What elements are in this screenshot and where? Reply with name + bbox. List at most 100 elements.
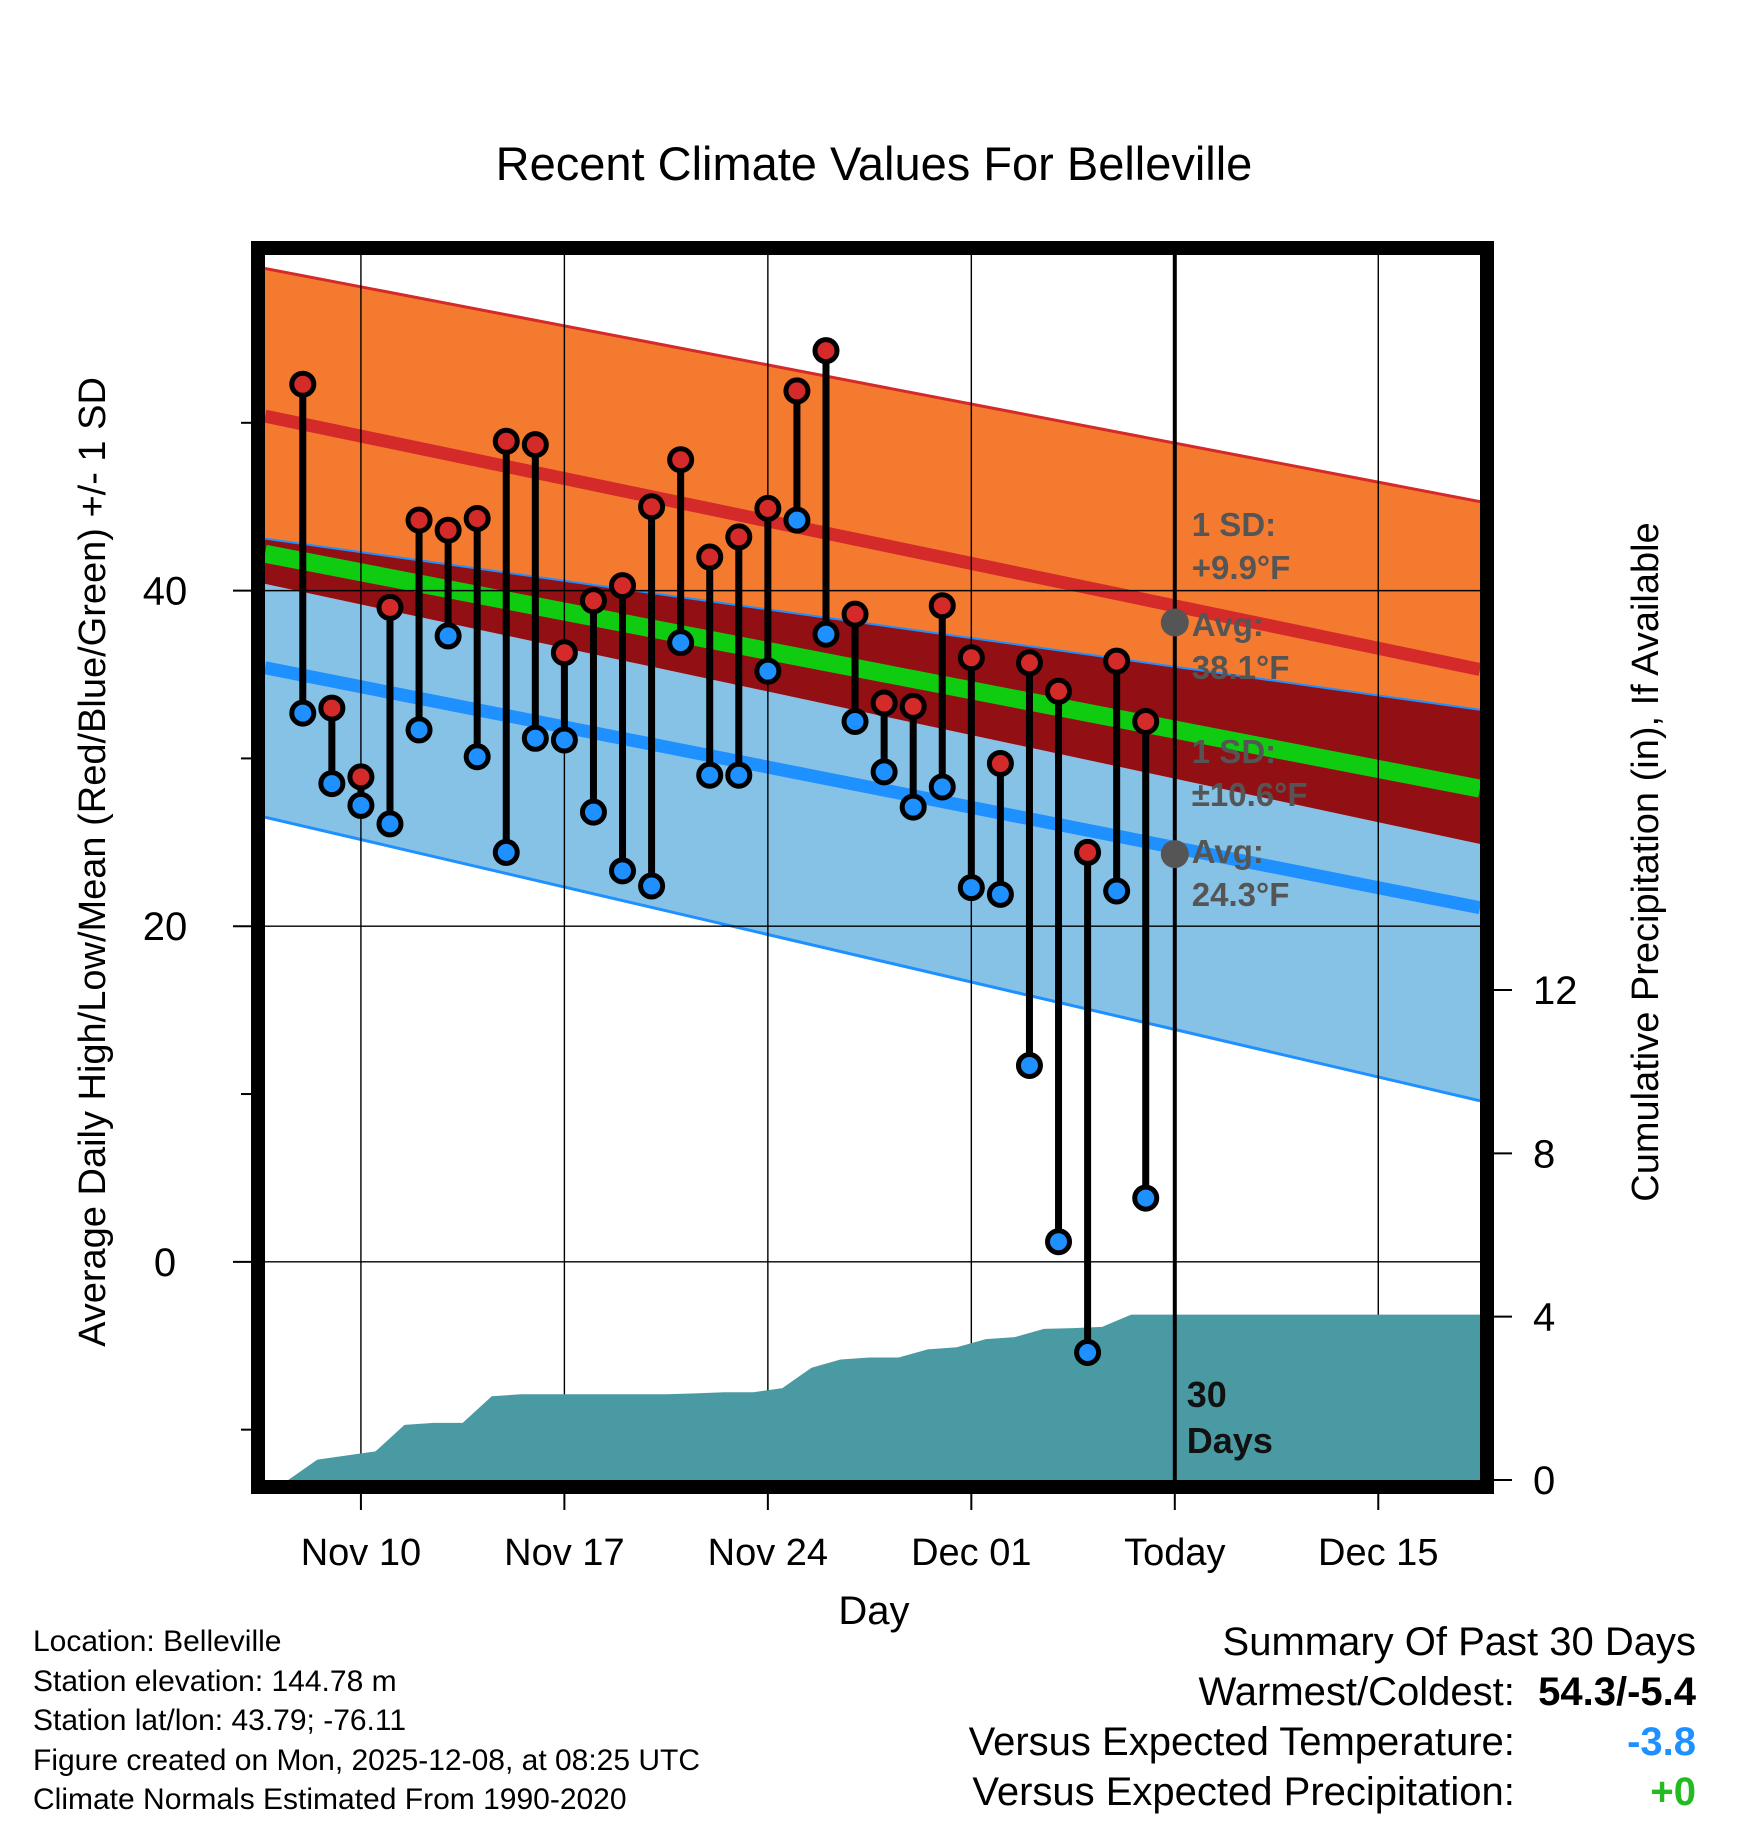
high-avg-line xyxy=(265,409,1480,676)
high-temp-point xyxy=(1103,647,1131,675)
low-avg-today-dot xyxy=(1160,840,1189,869)
low-sd-label: 1 SD: xyxy=(1192,733,1276,770)
low-temp-point xyxy=(347,791,375,819)
high-temp-point xyxy=(899,692,927,720)
high-temp-point xyxy=(434,516,462,544)
y-tick-label: 20 xyxy=(143,905,188,949)
low-temp-point xyxy=(550,726,578,754)
high-temp-point xyxy=(579,587,607,615)
today-marker: 30 Days xyxy=(1172,248,1273,1480)
low-temp-point xyxy=(899,793,927,821)
high-temp-point xyxy=(870,689,898,717)
high-temp-point xyxy=(667,446,695,474)
high-temp-point xyxy=(1015,649,1043,677)
high-temp-point xyxy=(957,644,985,672)
summary-title: Summary Of Past 30 Days xyxy=(1222,1620,1696,1664)
high-temp-point xyxy=(492,427,520,455)
low-temp-point xyxy=(289,699,317,727)
mean-avg-line xyxy=(265,544,1480,798)
y2-tick-label: 0 xyxy=(1533,1459,1555,1503)
low-temp-point xyxy=(376,810,404,838)
low-temp-point xyxy=(696,761,724,789)
today-days-number: 30 xyxy=(1187,1374,1227,1415)
low-temp-point xyxy=(667,629,695,657)
high-temp-point xyxy=(754,494,782,522)
high-temp-point xyxy=(521,431,549,459)
low-sd-lower-line xyxy=(265,815,1480,1103)
y2-tick-label: 8 xyxy=(1533,1132,1555,1176)
low-temp-point xyxy=(405,716,433,744)
high-temp-point xyxy=(289,370,317,398)
low-temp-point xyxy=(579,798,607,826)
created-text: Figure created on Mon, 2025-12-08, at 08… xyxy=(33,1743,701,1777)
high-temp-point xyxy=(812,337,840,365)
elevation-text: Station elevation: 144.78 m xyxy=(33,1664,397,1698)
normals-text: Climate Normals Estimated From 1990-2020 xyxy=(33,1783,627,1816)
temp-vs-expected-value: -3.8 xyxy=(1627,1720,1696,1764)
low-temp-point xyxy=(638,872,666,900)
high-temp-point xyxy=(1045,677,1073,705)
high-temp-point xyxy=(841,600,869,628)
high-temp-point xyxy=(376,593,404,621)
low-temp-point xyxy=(870,758,898,786)
high-avg-label: Avg: xyxy=(1192,606,1264,643)
low-temp-point xyxy=(1074,1338,1102,1366)
low-temp-point xyxy=(1015,1052,1043,1080)
axes: Nov 10 Nov 17 Nov 24 Dec 01 Today Dec 15 Day 0 2… xyxy=(72,377,1667,1633)
station-info: Location: Belleville Station elevation: … xyxy=(33,1622,700,1820)
low-avg-label: Avg: xyxy=(1192,833,1264,870)
low-temp-point xyxy=(841,708,869,736)
high-temp-point xyxy=(725,523,753,551)
low-temp-point xyxy=(1132,1184,1160,1212)
today-days-label: Days xyxy=(1187,1420,1273,1461)
low-sd-value: ±10.6°F xyxy=(1192,776,1308,813)
high-temp-point xyxy=(550,639,578,667)
x-axis-label: Day xyxy=(838,1589,909,1633)
summary-panel: Summary Of Past 30 Days Warmest/Coldest:… xyxy=(969,1617,1696,1817)
high-sd-upper-line xyxy=(265,266,1480,504)
x-tick-label: Nov 24 xyxy=(708,1532,828,1574)
high-temp-point xyxy=(928,592,956,620)
temp-vs-expected-row: Versus Expected Temperature: -3.8 xyxy=(969,1717,1696,1767)
low-temp-point xyxy=(492,838,520,866)
high-temp-point xyxy=(696,543,724,571)
plot-frame xyxy=(251,241,1494,1494)
high-temp-point xyxy=(1074,838,1102,866)
high-temp-point xyxy=(609,572,637,600)
high-temp-point xyxy=(638,493,666,521)
low-temp-point xyxy=(986,880,1014,908)
precip-vs-expected-label: Versus Expected Precipitation: xyxy=(972,1770,1515,1814)
y-tick-label: 0 xyxy=(154,1241,176,1285)
high-temp-point xyxy=(405,506,433,534)
low-temp-point xyxy=(928,773,956,801)
high-temp-point xyxy=(783,377,811,405)
low-temp-point xyxy=(754,657,782,685)
low-temp-point xyxy=(1103,877,1131,905)
warmest-coldest-row: Warmest/Coldest: 54.3/-5.4 xyxy=(969,1667,1697,1717)
high-temp-point xyxy=(986,749,1014,777)
x-tick-label: Nov 10 xyxy=(301,1532,421,1574)
low-temp-point xyxy=(957,874,985,902)
high-temp-point xyxy=(347,763,375,791)
high-temp-point xyxy=(318,694,346,722)
y2-tick-label: 12 xyxy=(1533,969,1578,1013)
y2-tick-label: 4 xyxy=(1533,1296,1555,1340)
high-temp-point xyxy=(463,504,491,532)
low-temp-point xyxy=(725,761,753,789)
low-temp-point xyxy=(318,770,346,798)
y-tick-label: 40 xyxy=(143,570,188,614)
latlon-text: Station lat/lon: 43.79; -76.11 xyxy=(33,1704,407,1737)
precipitation-area xyxy=(288,1314,1480,1480)
high-temp-point xyxy=(1132,708,1160,736)
observations xyxy=(289,337,1160,1366)
high-sd-lower-line xyxy=(265,537,1480,711)
warmest-coldest-label: Warmest/Coldest: xyxy=(1198,1670,1515,1714)
high-avg-value: 38.1°F xyxy=(1192,649,1290,686)
location-text: Location: Belleville xyxy=(33,1625,282,1658)
y-axis-label: Average Daily High/Low/Mean (Red/Blue/Gr… xyxy=(72,377,114,1347)
low-temp-point xyxy=(609,857,637,885)
low-temp-point xyxy=(463,743,491,771)
high-avg-today-dot xyxy=(1160,608,1189,637)
low-temp-point xyxy=(434,622,462,650)
precip-vs-expected-row: Versus Expected Precipitation: +0 xyxy=(969,1767,1696,1817)
